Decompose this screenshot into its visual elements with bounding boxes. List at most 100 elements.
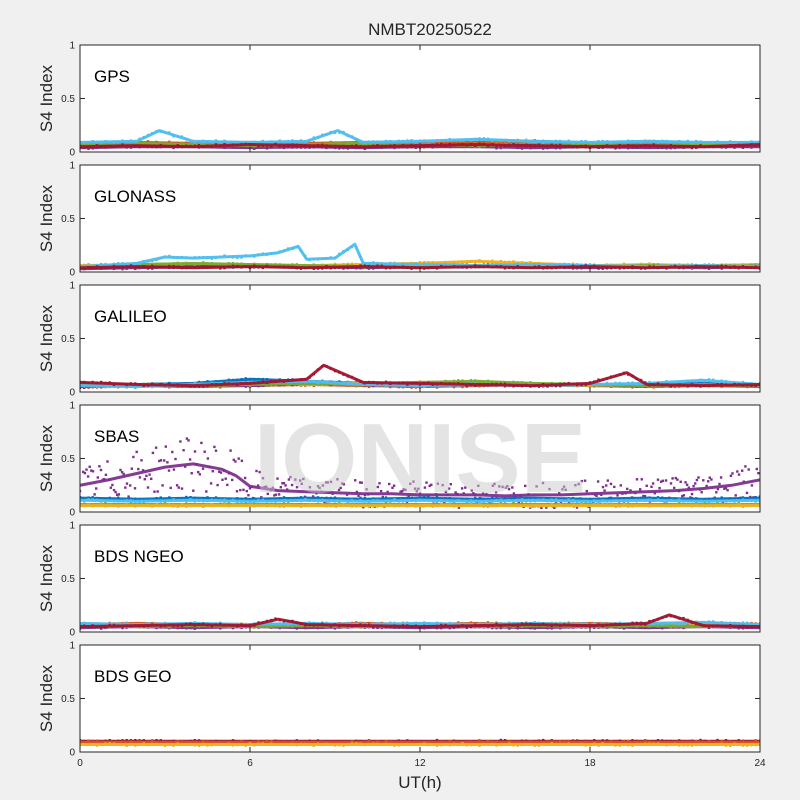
data-point: [673, 499, 677, 502]
y-tick-label: 1: [69, 161, 75, 172]
data-point: [448, 138, 451, 141]
data-point: [508, 383, 511, 386]
data-point: [363, 261, 366, 265]
data-point: [108, 141, 111, 144]
data-point: [270, 263, 273, 266]
data-point: [155, 262, 158, 266]
data-point: [758, 499, 760, 503]
data-point: [571, 496, 575, 500]
data-point: [261, 252, 264, 255]
data-point: [282, 140, 286, 144]
data-point: [516, 381, 519, 384]
data-point: [342, 503, 345, 506]
data-point: [158, 459, 161, 463]
data-point: [571, 145, 575, 149]
data-point: [210, 266, 213, 269]
data-point: [363, 383, 366, 387]
data-point: [141, 469, 145, 472]
data-point: [452, 500, 456, 504]
data-point: [214, 449, 218, 452]
data-point: [338, 503, 341, 506]
data-point: [210, 498, 213, 501]
data-point: [741, 496, 745, 499]
data-point: [295, 382, 298, 386]
data-point: [367, 140, 371, 143]
data-point: [168, 386, 171, 389]
data-point: [482, 142, 485, 146]
data-point: [243, 476, 247, 480]
data-point: [435, 496, 439, 499]
data-point: [193, 385, 196, 388]
data-point: [525, 499, 528, 502]
y-tick-label: 0: [69, 388, 75, 399]
data-point: [669, 147, 672, 150]
data-point: [678, 145, 681, 148]
data-point: [465, 140, 468, 143]
data-point: [563, 140, 566, 143]
data-point: [91, 380, 94, 384]
data-point: [673, 486, 676, 490]
data-point: [125, 499, 128, 502]
data-point: [648, 380, 651, 384]
data-point: [529, 140, 532, 144]
data-point: [559, 503, 562, 506]
data-point: [87, 145, 90, 149]
data-point: [652, 384, 655, 387]
data-point: [372, 267, 375, 270]
data-point: [669, 265, 672, 268]
data-point: [397, 384, 400, 387]
data-point: [653, 492, 656, 495]
data-point: [333, 500, 337, 503]
data-point: [720, 496, 723, 499]
data-point: [159, 385, 162, 388]
data-point: [210, 145, 213, 148]
data-point: [338, 141, 341, 144]
data-point: [206, 256, 209, 259]
data-point: [202, 505, 205, 508]
data-point: [321, 498, 324, 502]
data-point: [491, 259, 494, 262]
data-point: [393, 505, 396, 508]
data-point: [333, 496, 337, 499]
data-point: [644, 146, 647, 149]
data-point: [583, 479, 587, 482]
data-point: [308, 145, 311, 148]
data-point: [96, 476, 99, 479]
data-point: [299, 505, 303, 508]
data-point: [240, 459, 244, 462]
data-point: [176, 383, 179, 386]
data-point: [304, 144, 307, 147]
data-point: [511, 486, 514, 489]
data-point: [231, 378, 235, 382]
data-point: [503, 267, 507, 270]
data-point: [469, 264, 473, 267]
data-point: [605, 266, 609, 270]
data-point: [304, 504, 307, 508]
data-point: [431, 505, 434, 508]
data-point: [741, 144, 745, 148]
data-point: [333, 383, 337, 386]
data-point: [457, 499, 460, 502]
data-point: [208, 465, 211, 469]
data-point: [495, 498, 498, 502]
data-point: [363, 143, 366, 146]
data-point: [495, 496, 498, 500]
data-point: [520, 502, 524, 505]
data-point: [150, 477, 153, 480]
data-point: [456, 492, 459, 496]
data-point: [686, 504, 689, 507]
data-point: [176, 498, 179, 502]
data-point: [524, 484, 527, 488]
data-point: [133, 487, 137, 490]
data-point: [80, 383, 82, 387]
data-point: [202, 497, 205, 500]
data-point: [129, 484, 132, 487]
data-point: [359, 255, 362, 259]
data-point: [495, 504, 498, 508]
data-point: [474, 260, 477, 263]
data-point: [720, 267, 723, 270]
data-point: [80, 380, 82, 384]
data-point: [401, 382, 405, 385]
data-point: [584, 499, 587, 503]
data-point: [542, 147, 545, 150]
